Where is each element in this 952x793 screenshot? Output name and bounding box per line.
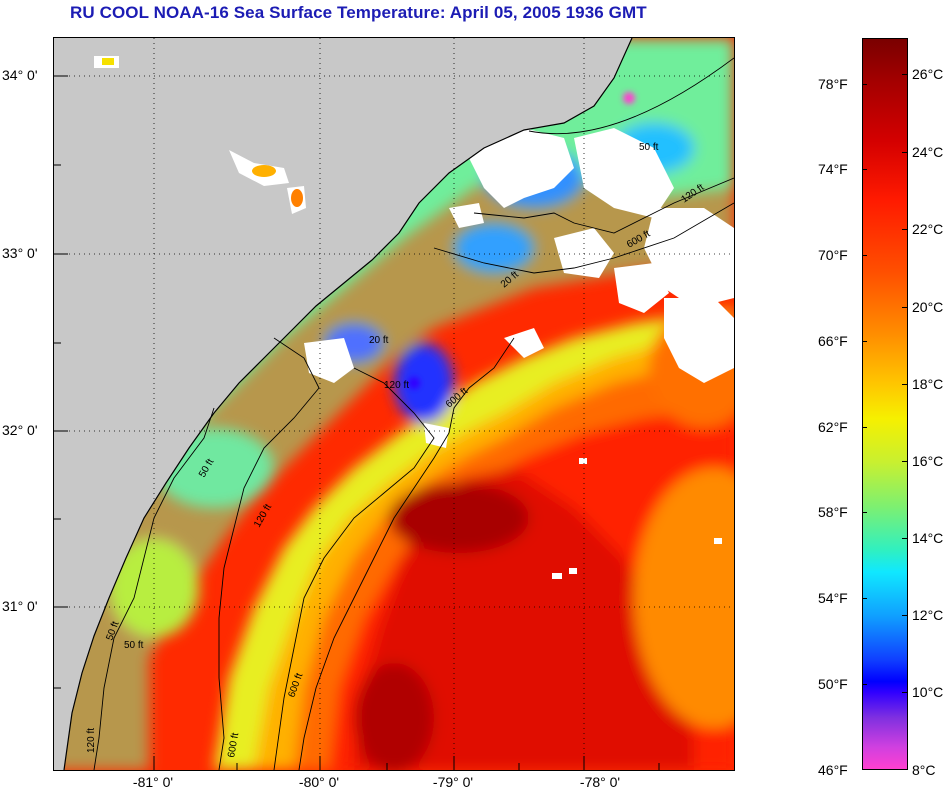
- colorbar-tick: [862, 84, 867, 85]
- colorbar-tick: [902, 384, 907, 385]
- longitude-label: -78° 0': [579, 774, 621, 790]
- colorbar-tick: [902, 615, 907, 616]
- colorbar-celsius-label: 12°C: [912, 607, 944, 623]
- land-specks: [94, 56, 306, 214]
- colorbar-tick: [862, 169, 867, 170]
- contour-label: 50 ft: [639, 142, 659, 153]
- longitude-label: -80° 0': [298, 774, 340, 790]
- colorbar-celsius-label: 24°C: [912, 144, 944, 160]
- latitude-label: 34° 0': [2, 67, 38, 83]
- colorbar-fahrenheit-label: 46°F: [818, 762, 848, 778]
- cloud-cover: [304, 128, 734, 579]
- axis-ticks: [54, 75, 660, 770]
- sst-map: 50 ft 120 ft 600 ft 50 ft 120 ft 600 ft …: [53, 37, 735, 771]
- colorbar-fahrenheit-label: 66°F: [818, 333, 848, 349]
- colorbar-tick: [862, 598, 867, 599]
- longitude-label: -79° 0': [432, 774, 474, 790]
- colorbar-celsius-label: 10°C: [912, 684, 944, 700]
- colorbar-celsius-label: 14°C: [912, 530, 944, 546]
- colorbar-fahrenheit-label: 62°F: [818, 419, 848, 435]
- colorbar-tick: [902, 538, 907, 539]
- temperature-colorbar: [862, 38, 908, 770]
- latitude-label: 32° 0': [2, 422, 38, 438]
- colorbar-tick: [902, 74, 907, 75]
- contour-label: 20 ft: [369, 335, 389, 346]
- colorbar-fahrenheit-label: 70°F: [818, 247, 848, 263]
- colorbar-celsius-label: 26°C: [912, 66, 944, 82]
- contour-label: 120 ft: [384, 380, 409, 391]
- page-title: RU COOL NOAA-16 Sea Surface Temperature:…: [70, 3, 647, 22]
- contour-label: 120 ft: [86, 728, 97, 753]
- colorbar-celsius-label: 20°C: [912, 299, 944, 315]
- latitude-label: 31° 0': [2, 598, 38, 614]
- graticule: [54, 38, 734, 770]
- colorbar-celsius-label: 8°C: [912, 762, 936, 778]
- colorbar-tick: [862, 512, 867, 513]
- colorbar-tick: [902, 692, 907, 693]
- contour-label: 50 ft: [124, 640, 144, 651]
- colorbar-celsius-label: 22°C: [912, 221, 944, 237]
- colorbar-tick: [902, 461, 907, 462]
- colorbar-tick: [862, 341, 867, 342]
- colorbar-tick: [862, 684, 867, 685]
- colorbar-celsius-label: 18°C: [912, 376, 944, 392]
- longitude-label: -81° 0': [132, 774, 174, 790]
- colorbar-fahrenheit-label: 74°F: [818, 161, 848, 177]
- colorbar-fahrenheit-label: 78°F: [818, 76, 848, 92]
- colorbar-fahrenheit-label: 50°F: [818, 676, 848, 692]
- isobath-contours: [93, 57, 734, 770]
- colorbar-tick: [902, 229, 907, 230]
- colorbar-tick: [902, 152, 907, 153]
- colorbar-celsius-label: 16°C: [912, 453, 944, 469]
- colorbar-tick: [862, 427, 867, 428]
- colorbar-fahrenheit-label: 54°F: [818, 590, 848, 606]
- contour-label: 600 ft: [226, 732, 241, 759]
- sst-field: [64, 38, 734, 770]
- coastline: [63, 38, 633, 770]
- colorbar-tick: [862, 255, 867, 256]
- colorbar-fahrenheit-label: 58°F: [818, 504, 848, 520]
- colorbar-tick: [902, 307, 907, 308]
- latitude-label: 33° 0': [2, 245, 38, 261]
